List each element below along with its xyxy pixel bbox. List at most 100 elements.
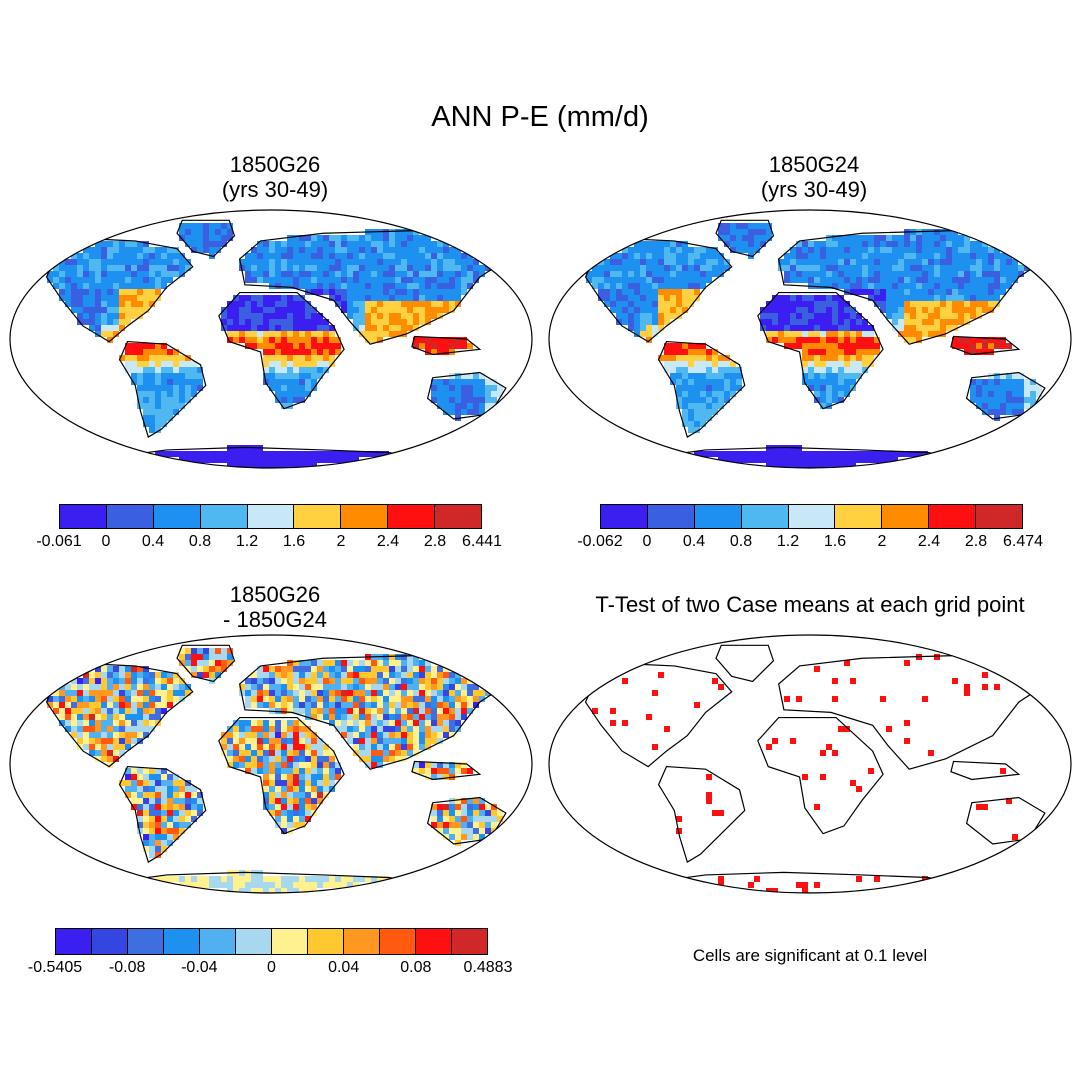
map-grid-cell — [179, 816, 185, 822]
map-grid-cell — [1006, 397, 1012, 403]
map-grid-cell — [161, 343, 167, 349]
map-grid-cell — [820, 265, 826, 271]
map-grid-cell — [275, 463, 281, 468]
map-grid-cell — [263, 259, 269, 265]
map-grid-cell — [149, 301, 155, 307]
map-grid-cell — [311, 792, 317, 798]
map-grid-cell — [101, 708, 107, 714]
map-grid-cell — [365, 253, 371, 259]
map-grid-cell — [916, 451, 922, 457]
map-grid-cell — [844, 241, 850, 247]
map-grid-cell — [407, 744, 413, 750]
map-grid-cell — [838, 457, 844, 463]
map-grid-cell — [395, 277, 401, 283]
map-grid-cell — [101, 319, 107, 325]
map-grid-cell — [688, 415, 694, 421]
map-grid-cell — [718, 876, 724, 882]
map-grid-cell — [275, 816, 281, 822]
map-grid-cell — [143, 277, 149, 283]
map-grid-cell — [383, 451, 389, 457]
map-grid-cell — [365, 678, 371, 684]
map-grid-cell — [317, 792, 323, 798]
map-grid-cell — [305, 750, 311, 756]
map-grid-cell — [191, 654, 197, 660]
map-grid-cell — [251, 277, 257, 283]
map-grid-cell — [287, 325, 293, 331]
map-grid-cell — [988, 271, 994, 277]
map-grid-cell — [766, 235, 772, 241]
map-grid-cell — [389, 271, 395, 277]
map-grid-cell — [119, 690, 125, 696]
map-grid-cell — [664, 343, 670, 349]
map-grid-cell — [407, 229, 413, 235]
map-grid-cell — [317, 361, 323, 367]
map-grid-cell — [299, 882, 305, 888]
map-grid-cell — [143, 259, 149, 265]
map-grid-cell — [898, 235, 904, 241]
map-grid-cell — [77, 684, 83, 690]
map-grid-cell — [814, 301, 820, 307]
map-grid-cell — [287, 283, 293, 289]
map-grid-cell — [359, 726, 365, 732]
map-grid-cell — [437, 391, 443, 397]
map-grid-cell — [131, 798, 137, 804]
map-grid-cell — [167, 780, 173, 786]
map-grid-cell — [395, 738, 401, 744]
map-grid-cell — [161, 397, 167, 403]
map-grid-cell — [988, 403, 994, 409]
map-grid-cell — [155, 391, 161, 397]
map-grid-cell — [862, 331, 868, 337]
map-grid-cell — [838, 283, 844, 289]
map-grid-cell — [784, 313, 790, 319]
map-grid-cell — [706, 271, 712, 277]
map-grid-cell — [101, 253, 107, 259]
map-grid-cell — [281, 804, 287, 810]
map-grid-cell — [173, 385, 179, 391]
map-grid-cell — [874, 277, 880, 283]
map-grid-cell — [83, 301, 89, 307]
map-grid-cell — [826, 301, 832, 307]
map-grid-cell — [682, 391, 688, 397]
map-grid-cell — [305, 319, 311, 325]
map-grid-cell — [101, 756, 107, 762]
map-grid-cell — [83, 277, 89, 283]
map-grid-cell — [365, 714, 371, 720]
map-grid-cell — [988, 301, 994, 307]
map-grid-cell — [796, 247, 802, 253]
map-grid-cell — [874, 289, 880, 295]
map-grid-cell — [862, 277, 868, 283]
map-grid-cell — [425, 241, 431, 247]
map-grid-cell — [712, 678, 718, 684]
map-grid-cell — [413, 708, 419, 714]
map-grid-cell — [113, 301, 119, 307]
map-grid-cell — [766, 331, 772, 337]
map-grid-cell — [161, 265, 167, 271]
map-grid-cell — [167, 822, 173, 828]
map-grid-cell — [149, 349, 155, 355]
map-grid-cell — [461, 337, 467, 343]
map-grid-cell — [892, 319, 898, 325]
map-grid-cell — [413, 247, 419, 253]
map-grid-cell — [742, 457, 748, 463]
map-grid-cell — [299, 744, 305, 750]
map-grid-cell — [281, 828, 287, 834]
map-grid-cell — [431, 271, 437, 277]
map-grid-cell — [287, 804, 293, 810]
map-grid-cell — [994, 403, 1000, 409]
map-grid-cell — [53, 277, 59, 283]
map-grid-cell — [832, 253, 838, 259]
map-grid-cell — [407, 684, 413, 690]
map-grid-cell — [173, 373, 179, 379]
map-grid-cell — [886, 457, 892, 463]
map-grid-cell — [185, 786, 191, 792]
map-grid-cell — [275, 373, 281, 379]
map-grid-cell — [820, 367, 826, 373]
map-grid-cell — [155, 451, 161, 457]
map-grid-cell — [275, 391, 281, 397]
map-grid-cell — [221, 654, 227, 660]
map-grid-cell — [946, 271, 952, 277]
map-grid-cell — [826, 373, 832, 379]
map-grid-cell — [317, 241, 323, 247]
map-grid-cell — [203, 660, 209, 666]
map-grid-cell — [377, 726, 383, 732]
